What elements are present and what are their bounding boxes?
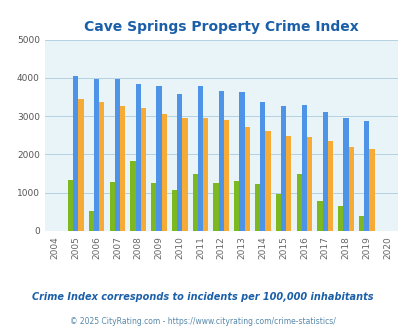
Bar [327,141,332,231]
Bar [156,86,161,231]
Bar [89,211,94,231]
Bar [301,105,306,231]
Bar [94,79,99,231]
Bar [275,194,280,231]
Bar [363,121,369,231]
Bar [192,174,197,231]
Bar [213,183,218,231]
Bar [78,99,83,231]
Bar [161,114,166,231]
Bar [369,149,373,231]
Bar [151,183,156,231]
Bar [177,94,182,231]
Bar [322,112,327,231]
Bar [265,131,270,231]
Text: © 2025 CityRating.com - https://www.cityrating.com/crime-statistics/: © 2025 CityRating.com - https://www.city… [70,317,335,326]
Bar [99,102,104,231]
Bar [120,106,125,231]
Bar [141,108,145,231]
Bar [260,102,265,231]
Bar [182,118,187,231]
Bar [68,181,73,231]
Bar [171,190,177,231]
Bar [130,161,135,231]
Title: Cave Springs Property Crime Index: Cave Springs Property Crime Index [84,20,358,34]
Text: Crime Index corresponds to incidents per 100,000 inhabitants: Crime Index corresponds to incidents per… [32,292,373,302]
Bar [343,118,347,231]
Bar [337,206,343,231]
Bar [244,127,249,231]
Bar [115,79,120,231]
Bar [306,137,311,231]
Bar [73,76,78,231]
Bar [296,174,301,231]
Bar [254,184,260,231]
Bar [347,147,353,231]
Bar [239,92,244,231]
Bar [109,182,115,231]
Bar [202,118,208,231]
Bar [223,120,228,231]
Bar [197,86,202,231]
Bar [135,84,141,231]
Bar [317,201,322,231]
Bar [286,136,291,231]
Bar [218,90,223,231]
Bar [358,216,363,231]
Bar [234,181,239,231]
Bar [280,106,286,231]
